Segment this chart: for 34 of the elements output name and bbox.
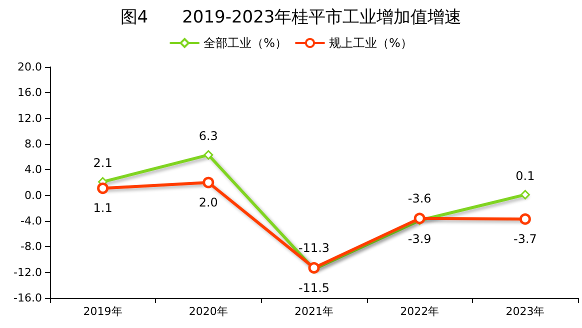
y-tick-label: -8.0 <box>20 240 42 254</box>
point <box>520 190 530 200</box>
y-tick-label: 0.0 <box>24 188 42 202</box>
data-label: 2.0 <box>198 195 218 210</box>
x-tick-label: 2020年 <box>188 305 228 318</box>
y-tick-label: 8.0 <box>24 138 42 150</box>
y-tick-label: 12.0 <box>18 112 42 125</box>
x-tick-label: 2022年 <box>400 305 440 318</box>
point <box>414 212 426 224</box>
legend-label: 全部工业（%） <box>204 36 288 50</box>
x-tick-label: 2019年 <box>83 305 122 318</box>
data-label: 0.1 <box>516 168 535 183</box>
x-tick-label: 2021年 <box>294 305 334 318</box>
data-label: -3.6 <box>408 192 432 206</box>
data-label: 2.1 <box>93 156 112 170</box>
data-label: -3.7 <box>513 232 537 246</box>
y-tick-label: 20.0 <box>18 60 42 74</box>
data-label: -3.9 <box>408 232 432 246</box>
y-tick-label: -16.0 <box>14 292 42 304</box>
point <box>204 150 214 160</box>
y-tick-label: -12.0 <box>14 266 42 279</box>
y-tick-label: 16.0 <box>18 86 42 100</box>
point <box>97 182 109 194</box>
y-tick-label: -4.0 <box>20 214 42 228</box>
data-label: -11.5 <box>298 280 330 295</box>
point <box>519 213 531 225</box>
x-tick-label: 2023年 <box>506 305 545 318</box>
data-label: -11.3 <box>298 241 330 256</box>
legend-label: 规上工业（%） <box>329 36 412 50</box>
chart-title: 图4 2019-2023年桂平市工业增加值增速 <box>120 8 462 28</box>
data-label: 1.1 <box>93 201 112 216</box>
point <box>202 176 214 188</box>
y-tick-label: 4.0 <box>24 163 42 176</box>
data-label: 6.3 <box>198 129 218 144</box>
